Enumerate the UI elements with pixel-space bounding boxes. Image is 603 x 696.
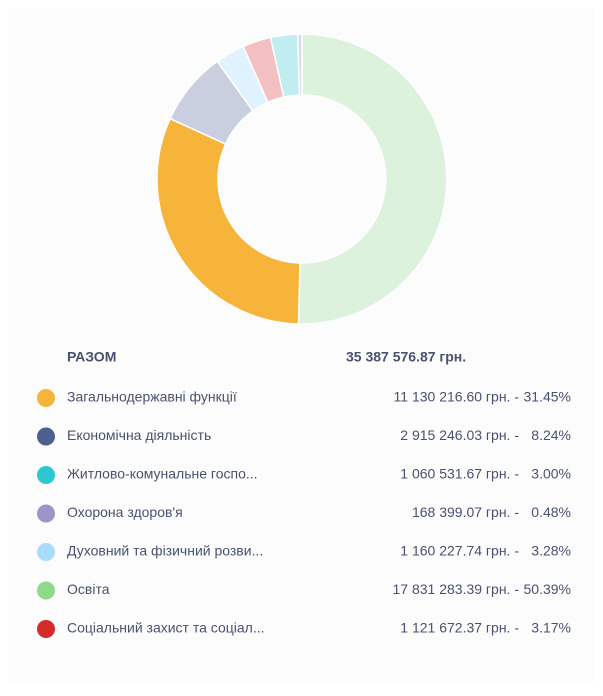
percent-label: 3.28%: [531, 543, 571, 559]
percent-label: 3.17%: [531, 620, 571, 636]
percent-label: 50.39%: [524, 581, 571, 597]
legend-dot: [37, 620, 55, 638]
amount-label: 11 130 216.60 грн. -: [394, 389, 520, 405]
percent-label: 0.48%: [531, 504, 571, 520]
card: [8, 8, 595, 683]
category-label: Духовний та фізичний розви...: [67, 543, 263, 559]
slice: [297, 33, 448, 325]
category-label: Охорона здоров'я: [67, 504, 183, 520]
slice: [156, 117, 301, 325]
percent-label: 31.45%: [524, 389, 571, 405]
category-label: Загальнодержавні функції: [67, 389, 237, 405]
legend-dot: [37, 581, 55, 600]
category-label: Житлово-комунальне госпо...: [67, 466, 258, 482]
category-label: Освіта: [67, 581, 110, 597]
legend-dot: [37, 389, 55, 407]
amount-label: 1 160 227.74 грн. -: [400, 543, 519, 559]
slice: [296, 33, 303, 96]
amount-label: 168 399.07 грн. -: [412, 504, 519, 520]
amount-label: 2 915 246.03 грн. -: [400, 427, 519, 443]
category-label: Соціальний захист та соціал...: [67, 620, 265, 636]
legend-dot: [37, 543, 55, 561]
amount-label: 17 831 283.39 грн. -: [393, 581, 520, 597]
legend-dot: [37, 504, 55, 523]
legend-dot: [37, 466, 55, 484]
amount-label: 1 060 531.67 грн. -: [400, 466, 519, 482]
amount-label: 1 121 672.37 грн. -: [400, 620, 519, 636]
percent-label: 3.00%: [531, 466, 571, 482]
legend-dot: [37, 427, 55, 446]
total-value: 35 387 576.87 грн.: [346, 349, 466, 365]
total-label: РАЗОМ: [67, 349, 116, 365]
percent-label: 8.24%: [531, 427, 571, 443]
category-label: Економічна діяльність: [67, 427, 211, 443]
